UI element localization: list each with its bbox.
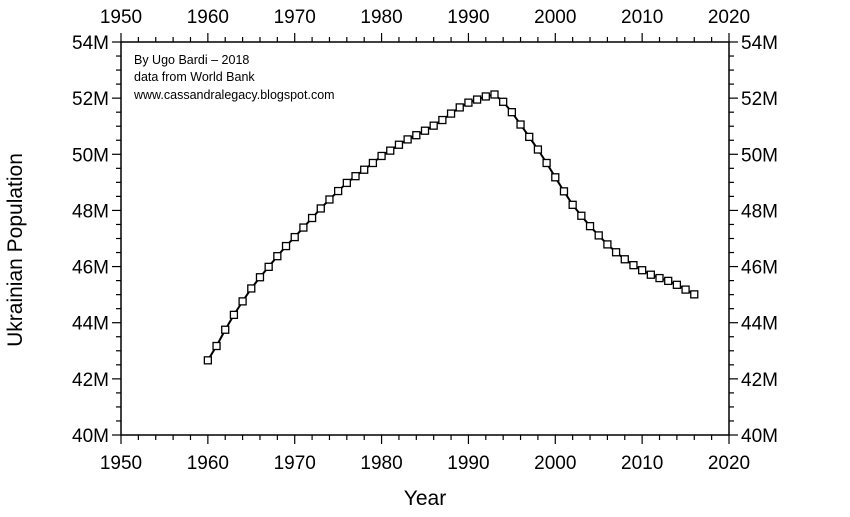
x-tick-label-top: 2000 bbox=[534, 7, 576, 28]
annotation-author: By Ugo Bardi – 2018 bbox=[134, 53, 249, 67]
y-tick-label-right: 42M bbox=[741, 370, 778, 391]
data-point bbox=[333, 186, 343, 196]
x-tick-label-bottom: 1980 bbox=[360, 453, 402, 474]
y-axis-title: Ukrainian Population bbox=[4, 153, 27, 347]
data-markers bbox=[203, 90, 699, 365]
data-point bbox=[655, 273, 664, 283]
data-point bbox=[438, 115, 447, 125]
data-point bbox=[603, 240, 612, 249]
x-tick-label-bottom: 1950 bbox=[100, 453, 142, 474]
x-tick-label-top: 2020 bbox=[708, 7, 750, 28]
data-point bbox=[446, 109, 456, 118]
annotation-source: data from World Bank bbox=[134, 70, 255, 84]
data-point bbox=[620, 255, 629, 264]
data-point bbox=[360, 165, 369, 174]
data-point bbox=[420, 126, 430, 135]
annotation-url: www.cassandralegacy.blogspot.com bbox=[133, 88, 335, 102]
data-point bbox=[664, 276, 673, 286]
data-point bbox=[481, 92, 490, 101]
data-point bbox=[611, 248, 621, 257]
data-point bbox=[377, 151, 386, 161]
data-point bbox=[212, 341, 221, 351]
data-point bbox=[203, 356, 213, 365]
y-tick-label-left: 42M bbox=[72, 370, 109, 391]
data-point bbox=[316, 204, 325, 213]
data-point bbox=[221, 325, 230, 334]
data-point bbox=[429, 121, 438, 130]
data-point bbox=[585, 221, 595, 231]
data-point bbox=[507, 108, 517, 117]
data-point bbox=[403, 135, 412, 144]
data-point bbox=[672, 280, 682, 289]
x-tick-label-top: 2010 bbox=[621, 7, 663, 28]
x-tick-label-bottom: 2020 bbox=[708, 453, 750, 474]
data-point bbox=[472, 95, 482, 104]
data-point bbox=[238, 297, 247, 306]
axis-ticks bbox=[112, 33, 738, 444]
y-tick-label-right: 52M bbox=[741, 89, 778, 110]
y-tick-label-left: 54M bbox=[72, 33, 109, 54]
data-point bbox=[464, 98, 473, 107]
data-point bbox=[568, 200, 577, 209]
data-point bbox=[281, 241, 291, 251]
data-point bbox=[646, 270, 655, 279]
x-tick-label-top: 1960 bbox=[187, 7, 229, 28]
x-tick-label-bottom: 1960 bbox=[187, 453, 229, 474]
data-point bbox=[412, 131, 421, 140]
x-tick-label-bottom: 2010 bbox=[621, 453, 663, 474]
axis-tick-labels: 1950 1950 1960 1960 1970 1970 1980 1980 1990 1990… bbox=[72, 7, 778, 474]
data-point bbox=[255, 273, 265, 282]
x-tick-label-top: 1970 bbox=[274, 7, 316, 28]
data-point bbox=[264, 262, 273, 272]
y-tick-label-left: 50M bbox=[72, 145, 109, 166]
data-point bbox=[247, 284, 256, 293]
y-tick-label-left: 40M bbox=[72, 426, 109, 447]
x-axis-title: Year bbox=[404, 487, 446, 510]
y-tick-label-right: 46M bbox=[741, 258, 778, 279]
data-point bbox=[307, 213, 317, 223]
y-tick-label-right: 44M bbox=[741, 314, 778, 335]
data-point bbox=[394, 140, 404, 149]
series-line bbox=[207, 93, 695, 361]
data-point bbox=[637, 266, 647, 275]
data-point bbox=[368, 158, 378, 168]
data-point bbox=[559, 187, 569, 196]
data-point bbox=[690, 290, 699, 299]
data-point bbox=[325, 195, 334, 204]
y-tick-label-right: 50M bbox=[741, 145, 778, 166]
data-point bbox=[594, 231, 603, 240]
x-tick-label-bottom: 2000 bbox=[534, 453, 576, 474]
data-point bbox=[681, 285, 690, 294]
x-tick-label-top: 1950 bbox=[100, 7, 142, 28]
data-point bbox=[229, 310, 239, 320]
data-point bbox=[386, 146, 395, 155]
y-tick-label-right: 48M bbox=[741, 201, 778, 222]
y-tick-label-left: 46M bbox=[72, 258, 109, 279]
y-tick-label-left: 44M bbox=[72, 314, 109, 335]
data-point bbox=[499, 97, 508, 106]
x-tick-label-top: 1990 bbox=[447, 7, 489, 28]
data-point bbox=[551, 173, 560, 182]
y-tick-label-left: 52M bbox=[72, 89, 109, 110]
data-point bbox=[516, 120, 525, 129]
data-point bbox=[533, 145, 543, 154]
data-point bbox=[351, 172, 360, 181]
data-point bbox=[455, 103, 464, 112]
data-point bbox=[299, 223, 308, 232]
y-tick-label-right: 40M bbox=[741, 426, 778, 447]
data-point bbox=[525, 132, 534, 142]
x-tick-label-bottom: 1970 bbox=[274, 453, 316, 474]
data-point bbox=[290, 232, 299, 242]
data-point bbox=[490, 90, 499, 99]
x-tick-label-bottom: 1990 bbox=[447, 453, 489, 474]
data-point bbox=[273, 252, 282, 261]
data-point bbox=[342, 178, 351, 188]
data-point bbox=[542, 158, 551, 168]
data-point bbox=[629, 261, 638, 270]
y-tick-label-left: 48M bbox=[72, 201, 109, 222]
x-tick-label-top: 1980 bbox=[360, 7, 402, 28]
data-point bbox=[577, 211, 586, 220]
y-tick-label-right: 54M bbox=[741, 33, 778, 54]
